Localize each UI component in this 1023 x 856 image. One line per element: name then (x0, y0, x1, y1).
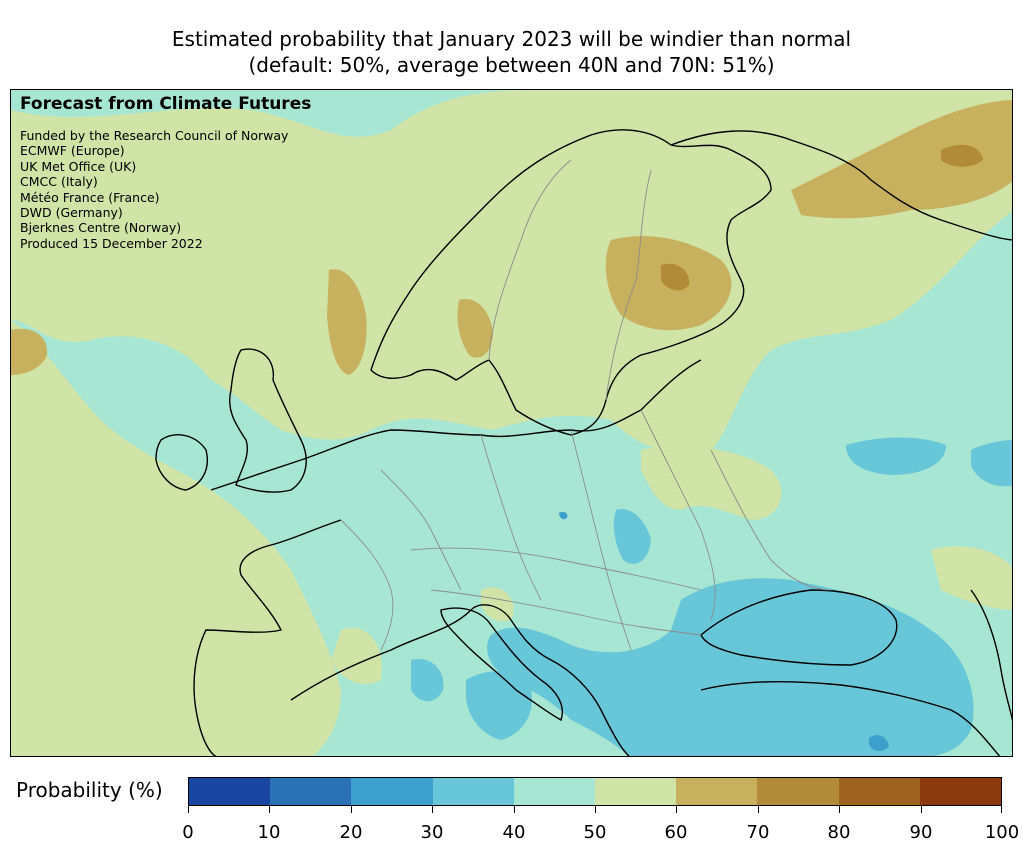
colorbar-tick (921, 806, 922, 813)
colorbar-tick-label: 10 (257, 822, 281, 843)
map-fields-70-80 (661, 144, 983, 291)
figure-title-line1: Estimated probability that January 2023 … (171, 27, 852, 51)
colorbar-tick (758, 806, 759, 813)
colorbar-tick-label: 20 (339, 822, 363, 843)
colorbar-segment (270, 778, 352, 805)
colorbar-segment (838, 778, 920, 805)
colorbar-tick (839, 806, 840, 813)
colorbar-tick-label: 50 (583, 822, 607, 843)
colorbar-tick-label: 0 (182, 822, 194, 843)
colorbar-segment (595, 778, 677, 805)
colorbar-segment (432, 778, 514, 805)
map-overlay-title: Forecast from Climate Futures (20, 94, 312, 114)
colorbar-tick-label: 70 (746, 822, 770, 843)
colorbar-tick (1001, 806, 1002, 813)
colorbar-tick-label: 60 (664, 822, 688, 843)
colorbar-tick (514, 806, 515, 813)
colorbar-tick (269, 806, 270, 813)
credit-line: CMCC (Italy) (20, 174, 98, 190)
colorbar-segment (757, 778, 839, 805)
map-fields-20-30 (559, 511, 889, 752)
colorbar-segment (351, 778, 433, 805)
map-fields-50-60 (11, 90, 1012, 756)
colorbar-segment (676, 778, 758, 805)
credits-block: Funded by the Research Council of Norway… (20, 128, 288, 251)
map-fields-30-40 (411, 437, 1012, 756)
colorbar-tick (676, 806, 677, 813)
credit-line: Produced 15 December 2022 (20, 235, 203, 251)
colorbar-tick (432, 806, 433, 813)
colorbar-segment (189, 778, 271, 805)
colorbar-tick (188, 806, 189, 813)
credit-line: UK Met Office (UK) (20, 158, 137, 174)
colorbar-tick-label: 30 (420, 822, 444, 843)
credit-line: Bjerknes Centre (Norway) (20, 220, 182, 236)
map-panel: Forecast from Climate Futures Funded by … (10, 89, 1013, 757)
colorbar-tick-label: 100 (984, 822, 1020, 843)
colorbar-tick (595, 806, 596, 813)
colorbar-segment (919, 778, 1002, 805)
colorbar-tick-label: 40 (502, 822, 526, 843)
colorbar (188, 777, 1002, 806)
colorbar-label: Probability (%) (16, 778, 163, 802)
credit-line: ECMWF (Europe) (20, 143, 125, 159)
credit-line: DWD (Germany) (20, 205, 123, 221)
probability-map (11, 90, 1012, 756)
colorbar-tick (351, 806, 352, 813)
credit-line: Météo France (France) (20, 189, 160, 205)
credit-line: Funded by the Research Council of Norway (20, 128, 289, 143)
colorbar-segment (513, 778, 596, 805)
figure-title-line2: (default: 50%, average between 40N and 7… (248, 53, 775, 77)
colorbar-tick-label: 90 (909, 822, 933, 843)
country-borders (340, 159, 832, 651)
colorbar-tick-label: 80 (827, 822, 851, 843)
map-fields-60-70 (11, 100, 1012, 375)
